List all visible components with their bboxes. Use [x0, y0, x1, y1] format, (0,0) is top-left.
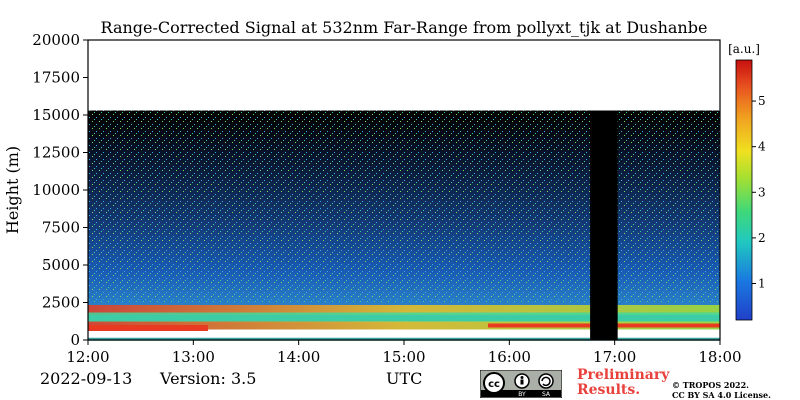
- license-line1: © TROPOS 2022.: [672, 380, 749, 390]
- x-tick-label: 15:00: [382, 348, 425, 366]
- signal-heatmap: [88, 110, 720, 341]
- y-tick-label: 0: [70, 331, 80, 349]
- y-tick-label: 10000: [32, 181, 80, 199]
- x-tick-label: 16:00: [488, 348, 531, 366]
- preliminary-line1: Preliminary: [577, 367, 670, 383]
- svg-text:cc: cc: [488, 379, 500, 390]
- cc-icon: [483, 372, 505, 394]
- colorbar: [735, 59, 753, 321]
- y-axis: 0 2500 5000 7500 10000 12500 15000 17500 20000: [32, 31, 88, 349]
- colorbar-tick-label: 3: [758, 185, 766, 199]
- y-tick-label: 20000: [32, 31, 80, 49]
- cc-by-sa-badge: cc BY SA: [480, 370, 562, 398]
- x-axis-label: UTC: [386, 369, 423, 388]
- colorbar-tick-label: 1: [758, 277, 766, 291]
- colorbar-ticks: 1 2 3 4 5: [752, 94, 766, 291]
- x-tick-label: 17:00: [593, 348, 636, 366]
- y-tick-label: 17500: [32, 69, 80, 87]
- aerosol-layer-top: [88, 305, 720, 315]
- y-tick-label: 12500: [32, 144, 80, 162]
- no-data-gap: [590, 110, 618, 340]
- preliminary-line2: Results.: [577, 382, 641, 398]
- y-tick-label: 15000: [32, 106, 80, 124]
- colorbar-label: [a.u.]: [728, 42, 760, 56]
- license-text: © TROPOS 2022. CC BY SA 4.0 License.: [672, 380, 771, 400]
- x-tick-label: 12:00: [66, 348, 109, 366]
- x-tick-label: 14:00: [277, 348, 320, 366]
- colorbar-tick-label: 4: [758, 140, 766, 154]
- svg-text:SA: SA: [542, 391, 551, 398]
- colorbar-tick-label: 5: [758, 94, 766, 108]
- chart-title: Range-Corrected Signal at 532nm Far-Rang…: [101, 18, 708, 37]
- date-label: 2022-09-13: [40, 369, 133, 388]
- x-axis: 12:00 13:00 14:00 15:00 16:00 17:00 18:00: [66, 340, 742, 366]
- version-label: Version: 3.5: [160, 369, 257, 388]
- boundary-layer: [88, 321, 720, 332]
- license-line2: CC BY SA 4.0 License.: [672, 390, 771, 400]
- low-layer-red: [88, 325, 208, 331]
- preliminary-notice: Preliminary Results.: [577, 368, 669, 398]
- svg-text:BY: BY: [518, 391, 526, 398]
- y-axis-label: Height (m): [3, 146, 22, 234]
- y-tick-label: 2500: [42, 294, 80, 312]
- y-tick-label: 7500: [42, 219, 80, 237]
- aerosol-layer-mid: [88, 312, 720, 323]
- colorbar-tick-label: 2: [758, 231, 766, 245]
- surface-line: [88, 337, 720, 341]
- y-tick-label: 5000: [42, 256, 80, 274]
- x-tick-label: 13:00: [172, 348, 215, 366]
- x-tick-label: 18:00: [698, 348, 741, 366]
- overlap-region: [88, 329, 720, 340]
- noise-speckle: [88, 110, 720, 303]
